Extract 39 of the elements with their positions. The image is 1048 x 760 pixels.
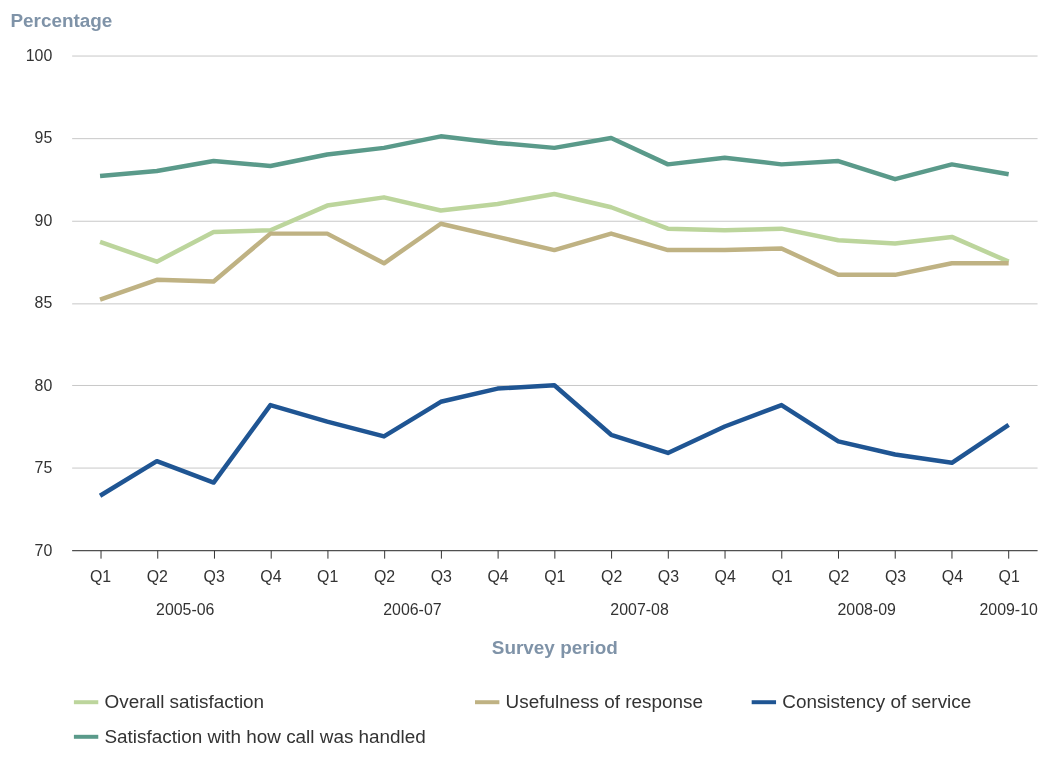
text: 2009-10: [979, 600, 1038, 618]
x-tick-label: Q3: [430, 567, 453, 585]
legend-label: Usefulness of response: [505, 691, 704, 713]
x-tick-label: Q3: [657, 567, 680, 585]
x-tick-label: Q4: [260, 567, 282, 585]
legend-label: Consistency of service: [782, 691, 972, 713]
y-tick-label: 85: [34, 294, 53, 312]
text: 2006-07: [383, 600, 442, 618]
x-tick-label: Q1: [544, 567, 566, 585]
x-tick-label: Q1: [998, 567, 1020, 585]
text: 2007-08: [610, 600, 669, 618]
x-tick-label: Q2: [601, 567, 623, 585]
y-tick-label: 70: [34, 541, 53, 559]
legend-label: Overall satisfaction: [104, 691, 265, 713]
y-tick-label: 95: [34, 129, 53, 147]
x-tick-label: Q4: [487, 567, 509, 585]
y-tick-label: 80: [34, 376, 53, 394]
x-tick-label: Q2: [828, 567, 850, 585]
x-tick-label: Q1: [317, 567, 339, 585]
x-axis-title: Survey period: [491, 637, 618, 659]
line-series: [97, 134, 1011, 182]
line-series: [97, 221, 1011, 302]
text: 2005-06: [156, 600, 215, 618]
x-tick-label: Q3: [884, 567, 907, 585]
x-tick-label: Q1: [89, 567, 112, 585]
line-series: [97, 383, 1011, 499]
x-tick-label: Q4: [941, 567, 964, 585]
x-tick-label: Q1: [771, 567, 793, 585]
y-tick-label: 100: [25, 47, 53, 65]
x-tick-label: Q2: [373, 567, 396, 585]
text: 2008-09: [837, 600, 897, 618]
x-tick-label: Q4: [714, 567, 736, 585]
x-tick-label: Q3: [203, 567, 225, 585]
legend-label: Satisfaction with how call was handled: [104, 725, 426, 747]
y-tick-label: 75: [34, 459, 53, 477]
y-axis-title: Percentage: [10, 10, 113, 32]
line-series: [97, 191, 1011, 264]
x-tick-label: Q2: [146, 567, 169, 585]
y-tick-label: 90: [34, 211, 53, 229]
